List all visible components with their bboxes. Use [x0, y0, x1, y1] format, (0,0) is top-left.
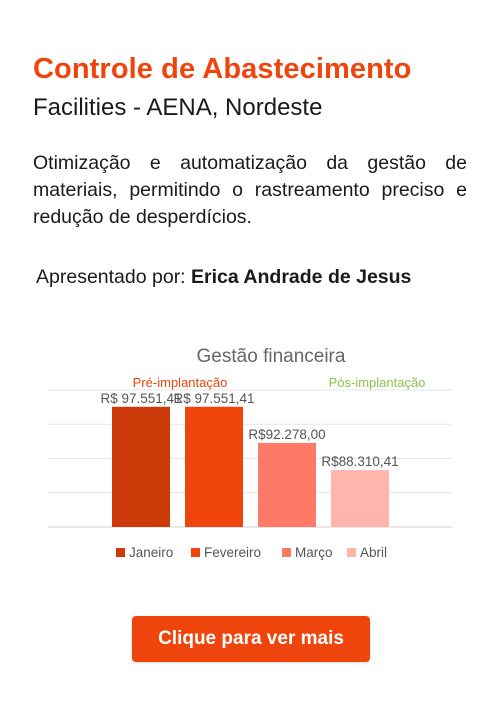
bar-janeiro [112, 406, 170, 527]
presenter-line: Apresentado por: Erica Andrade de Jesus [36, 266, 411, 289]
chart-title: Gestão financeira [197, 346, 346, 367]
legend-label: Janeiro [129, 545, 173, 560]
page-subtitle: Facilities - AENA, Nordeste [33, 94, 323, 121]
annotation-pre: Pré-implantação [133, 375, 228, 390]
bar-abril [331, 470, 389, 527]
legend-label: Março [295, 545, 333, 560]
page-title: Controle de Abastecimento [33, 53, 412, 85]
bar-value-label: R$ 97.551,41 [173, 391, 254, 406]
legend-swatch [191, 548, 200, 557]
bar-value-label: R$ 97.551,41 [100, 391, 181, 406]
annotation-post: Pós-implantação [329, 375, 426, 390]
presenter-prefix: Apresentado por: [36, 266, 186, 288]
bar-março [258, 442, 316, 527]
presenter-name: Erica Andrade de Jesus [191, 266, 412, 288]
legend-label: Abril [360, 545, 387, 560]
bar-value-label: R$88.310,41 [321, 454, 398, 469]
see-more-button[interactable]: Clique para ver mais [132, 616, 370, 662]
legend-label: Fevereiro [204, 545, 261, 560]
legend-swatch [282, 548, 291, 557]
financial-chart: Gestão financeira Pré-implantação Pós-im… [48, 346, 452, 560]
legend-swatch [116, 548, 125, 557]
chart-bars: R$ 97.551,41R$ 97.551,41 R$92.278,00 R$88.… [100, 391, 399, 527]
bar-fevereiro [185, 406, 243, 527]
bar-value-label: R$92.278,00 [248, 427, 325, 442]
chart-legend: Janeiro Fevereiro Março Abril [116, 545, 387, 560]
description-text: Otimização e automatização da gestão de … [33, 152, 467, 228]
legend-swatch [347, 548, 356, 557]
